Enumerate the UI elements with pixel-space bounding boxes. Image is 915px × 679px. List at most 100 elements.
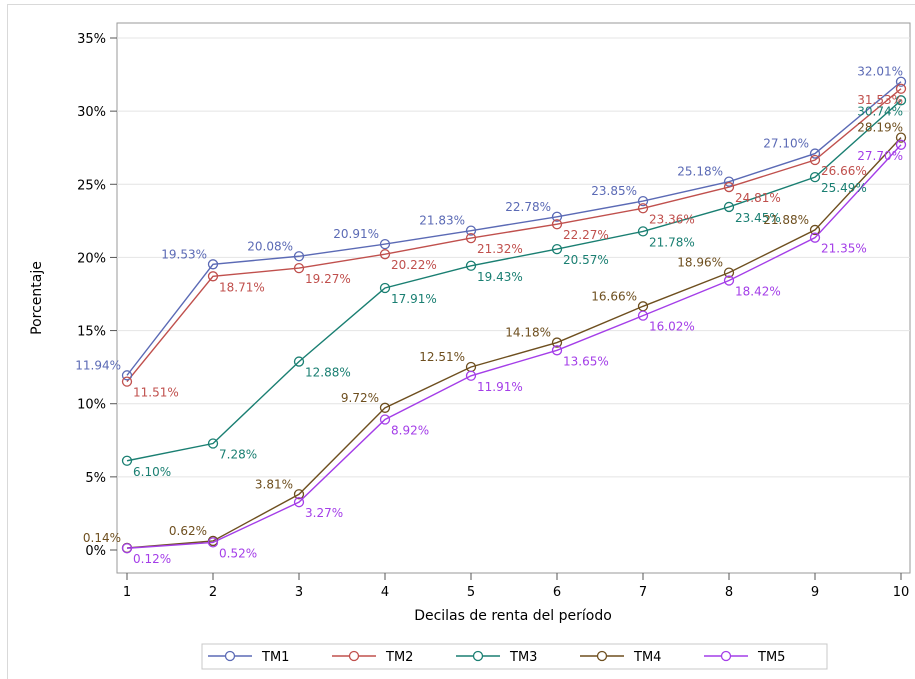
data-label: 17.91%: [391, 292, 437, 306]
x-tick-label: 2: [209, 585, 217, 600]
y-tick-label: 15%: [77, 325, 106, 340]
y-tick-label: 0%: [85, 544, 106, 559]
legend-marker: [472, 650, 484, 662]
x-tick-label: 5: [467, 585, 475, 600]
data-label: 22.27%: [563, 228, 609, 242]
data-point: [207, 438, 219, 449]
series-line-tm2: [126, 88, 902, 383]
data-label: 19.53%: [161, 247, 207, 261]
series-line-tm3: [126, 99, 902, 462]
data-point: [121, 543, 133, 554]
x-tick-label: 10: [893, 585, 910, 600]
data-label: 3.27%: [305, 506, 343, 520]
data-label: 18.42%: [735, 285, 781, 299]
series-lines: [126, 81, 902, 549]
data-label: 25.18%: [677, 165, 723, 179]
data-label: 31.53%: [857, 93, 903, 107]
data-point: [465, 225, 477, 236]
data-point: [723, 267, 735, 278]
data-point: [551, 243, 563, 255]
y-axis: 0% 5% 10% 15% 20% 25% 30% 35%: [77, 32, 117, 559]
data-point: [809, 154, 821, 166]
data-point: [465, 370, 477, 381]
data-point: [293, 489, 305, 500]
data-point: [379, 282, 391, 294]
x-axis-title: Decilas de renta del período: [414, 608, 612, 624]
data-label: 0.52%: [219, 546, 257, 560]
data-label: 21.78%: [649, 235, 695, 249]
y-tick-label: 30%: [77, 105, 106, 120]
x-tick-label: 6: [553, 585, 561, 600]
legend-marker: [224, 650, 236, 662]
data-label: 21.83%: [419, 214, 465, 228]
data-point: [293, 262, 305, 274]
data-label: 22.78%: [505, 200, 551, 214]
data-point: [809, 224, 821, 236]
data-point: [895, 76, 907, 87]
data-label: 24.81%: [735, 191, 781, 205]
data-label: 25.49%: [821, 181, 867, 195]
data-point: [723, 275, 735, 286]
data-label: 11.51%: [133, 386, 179, 400]
series-line-tm5: [126, 144, 902, 549]
data-label: 12.51%: [419, 350, 465, 364]
data-labels: 11.94% 19.53% 20.08% 20.91% 21.83% 22.78% 23.8…: [75, 65, 903, 567]
data-label: 7.28%: [219, 448, 257, 462]
data-point: [723, 201, 735, 213]
plot-area: [116, 22, 911, 574]
data-label: 0.12%: [133, 552, 171, 566]
data-point: [207, 537, 219, 548]
data-point: [895, 83, 907, 94]
data-label: 6.10%: [133, 465, 171, 479]
data-label: 0.62%: [169, 524, 207, 538]
data-label: 18.71%: [219, 280, 265, 294]
data-label: 9.72%: [341, 391, 379, 405]
series-line-tm4: [126, 137, 902, 549]
legend-marker: [720, 650, 732, 662]
data-point: [723, 181, 735, 193]
data-label: 19.27%: [305, 272, 351, 286]
x-tick-label: 4: [381, 585, 389, 600]
series-line-tm1: [126, 81, 902, 376]
y-tick-label: 35%: [77, 32, 106, 47]
data-point: [637, 195, 649, 207]
data-point: [207, 259, 219, 270]
data-label: 21.35%: [821, 242, 867, 256]
data-point: [207, 271, 219, 282]
legend-label: TM2: [385, 650, 413, 665]
data-point: [637, 203, 649, 214]
data-label: 11.94%: [75, 358, 121, 372]
data-label: 23.85%: [591, 184, 637, 198]
x-axis: 1 2 3 4 5 6 7 8 9 10: [123, 573, 909, 600]
data-point: [379, 402, 391, 413]
data-label: 16.66%: [591, 289, 637, 303]
data-label: 28.19%: [857, 121, 903, 135]
data-label: 11.91%: [477, 380, 523, 394]
data-point: [551, 219, 563, 230]
data-point: [121, 370, 133, 381]
data-point: [379, 414, 391, 425]
data-label: 27.70%: [857, 149, 903, 163]
data-label: 20.57%: [563, 253, 609, 267]
data-label: 20.91%: [333, 227, 379, 241]
data-point: [895, 95, 907, 106]
data-point: [809, 148, 821, 159]
data-label: 16.02%: [649, 320, 695, 334]
data-label: 27.10%: [763, 137, 809, 151]
legend: TM1 TM2 TM3 TM4 TM5: [208, 650, 785, 665]
data-point: [723, 176, 735, 187]
y-tick-label: 25%: [77, 178, 106, 193]
data-point: [895, 139, 907, 150]
data-label: 21.88%: [763, 213, 809, 227]
data-label: 23.36%: [649, 212, 695, 226]
x-tick-label: 1: [123, 585, 131, 600]
chart-frame: [7, 4, 915, 679]
data-point: [379, 238, 391, 250]
data-point: [293, 251, 305, 262]
legend-label: TM1: [261, 650, 289, 665]
data-point: [637, 226, 649, 237]
data-label: 26.66%: [821, 164, 867, 178]
data-label: 0.14%: [83, 531, 121, 545]
legend-label: TM3: [509, 650, 537, 665]
